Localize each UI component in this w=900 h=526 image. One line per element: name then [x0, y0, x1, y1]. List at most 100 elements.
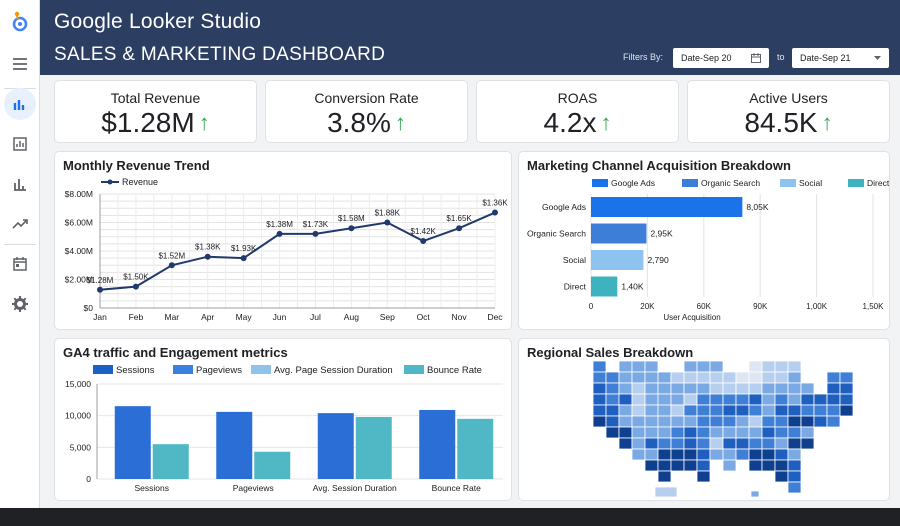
state-region [644, 404, 659, 417]
bottom-strip [0, 508, 900, 526]
state-region [826, 404, 841, 417]
bar-value-label: 1,40K [621, 282, 644, 292]
kpi-card-roas[interactable]: ROAS 4.2x ↑ [476, 80, 679, 143]
state-region [800, 404, 815, 417]
x-tick-label: Feb [129, 312, 144, 322]
kpi-title: Conversion Rate [314, 90, 419, 106]
data-point [168, 262, 175, 269]
data-label: $1.36K [482, 199, 508, 208]
state-region [605, 393, 620, 406]
state-region [683, 448, 698, 461]
kpi-card-conversion-rate[interactable]: Conversion Rate 3.8% ↑ [265, 80, 468, 143]
state-region [774, 404, 789, 417]
state-region [787, 393, 802, 406]
state-region [696, 437, 711, 450]
kpi-card-total-revenue[interactable]: Total Revenue $1.28M ↑ [54, 80, 257, 143]
panel-title: Regional Sales Breakdown [527, 345, 694, 360]
kpi-value-row: 3.8% ↑ [266, 107, 467, 139]
bar [591, 223, 647, 244]
bar [591, 197, 743, 217]
revenue-trend-panel[interactable]: Monthly Revenue Trend $0 $2.00M $4.00M $6.0… [54, 151, 512, 330]
menu-icon[interactable] [4, 48, 36, 80]
state-region [670, 426, 685, 439]
state-region [631, 426, 646, 439]
state-region [657, 415, 672, 428]
y-tick-label: $8.00M [65, 189, 93, 199]
y-tick-label: $0 [84, 303, 94, 313]
y-tick-label: $6.00M [65, 218, 93, 228]
state-region [618, 404, 633, 417]
state-region [670, 382, 685, 395]
legend-swatch [107, 179, 113, 185]
state-region [735, 382, 750, 395]
report-icon[interactable] [4, 128, 36, 160]
state-region [644, 393, 659, 406]
ga4-metrics-panel[interactable]: GA4 traffic and Engagement metrics Sessi… [54, 338, 512, 501]
state-region [839, 371, 854, 384]
data-label: $1.38M [266, 220, 293, 229]
legend-label: Direct [867, 178, 890, 188]
state-region [683, 393, 698, 406]
legend-swatch [848, 179, 864, 187]
state-region [670, 415, 685, 428]
legend-swatch [404, 365, 424, 374]
kpi-value-row: 84.5K ↑ [688, 107, 889, 139]
state-region [800, 437, 815, 450]
state-region [683, 404, 698, 417]
state-region [631, 448, 646, 461]
legend-label: Social [799, 178, 822, 188]
x-tick-label: Bounce Rate [432, 483, 481, 493]
date-to-picker[interactable]: Date-Sep 21 [792, 48, 889, 68]
settings-icon[interactable] [4, 288, 36, 320]
looker-logo-icon[interactable] [4, 6, 36, 38]
state-region [670, 448, 685, 461]
state-region [618, 415, 633, 428]
state-region [748, 448, 763, 461]
state-region [761, 437, 776, 450]
revenue-line [99, 211, 496, 291]
state-region [709, 437, 724, 450]
x-tick-label: Avg. Session Duration [313, 483, 397, 493]
bar-value-label: 8,05K [746, 202, 769, 212]
state-region [618, 382, 633, 395]
state-region [657, 470, 672, 483]
state-region [657, 459, 672, 472]
channel-bar-chart: Google Ads Organic Search Social Direct 0 20K… [527, 178, 890, 322]
data-point [97, 286, 103, 293]
bar-chart-icon[interactable] [4, 88, 36, 120]
state-region [735, 404, 750, 417]
state-region [670, 393, 685, 406]
legend-label: Pageviews [196, 365, 242, 376]
state-region [787, 360, 802, 373]
kpi-value: $1.28M [101, 107, 195, 138]
x-tick-label: 20K [640, 302, 655, 311]
date-from-picker[interactable]: Date-Sep 20 [673, 48, 769, 68]
x-tick-label: Sessions [135, 483, 170, 493]
state-region [592, 415, 607, 428]
arrow-up-icon: ↑ [394, 110, 406, 135]
x-axis-label: User Acquisition [663, 313, 720, 322]
channel-breakdown-panel[interactable]: Marketing Channel Acquisition Breakdown … [518, 151, 890, 330]
date-from-value: Date-Sep 20 [681, 53, 732, 63]
regional-sales-panel[interactable]: Regional Sales Breakdown [518, 338, 890, 501]
calendar-icon[interactable] [4, 248, 36, 280]
state-region [761, 382, 776, 395]
state-region [644, 448, 659, 461]
bar [152, 444, 189, 479]
kpi-card-active-users[interactable]: Active Users 84.5K ↑ [687, 80, 890, 143]
us-map-icon[interactable] [519, 339, 891, 502]
data-label: $1.38K [195, 243, 221, 252]
legend-swatch [93, 365, 113, 374]
trend-icon[interactable] [4, 208, 36, 240]
state-region [722, 437, 737, 450]
state-region [839, 404, 854, 417]
state-region [722, 404, 737, 417]
bar [114, 406, 151, 479]
state-region [644, 415, 659, 428]
y-tick-label: $2.00M [65, 275, 93, 285]
column-chart-icon[interactable] [4, 168, 36, 200]
x-tick-label: Jul [310, 312, 321, 322]
state-region [605, 371, 620, 384]
state-region [657, 437, 672, 450]
data-label: $1.73K [303, 220, 329, 229]
